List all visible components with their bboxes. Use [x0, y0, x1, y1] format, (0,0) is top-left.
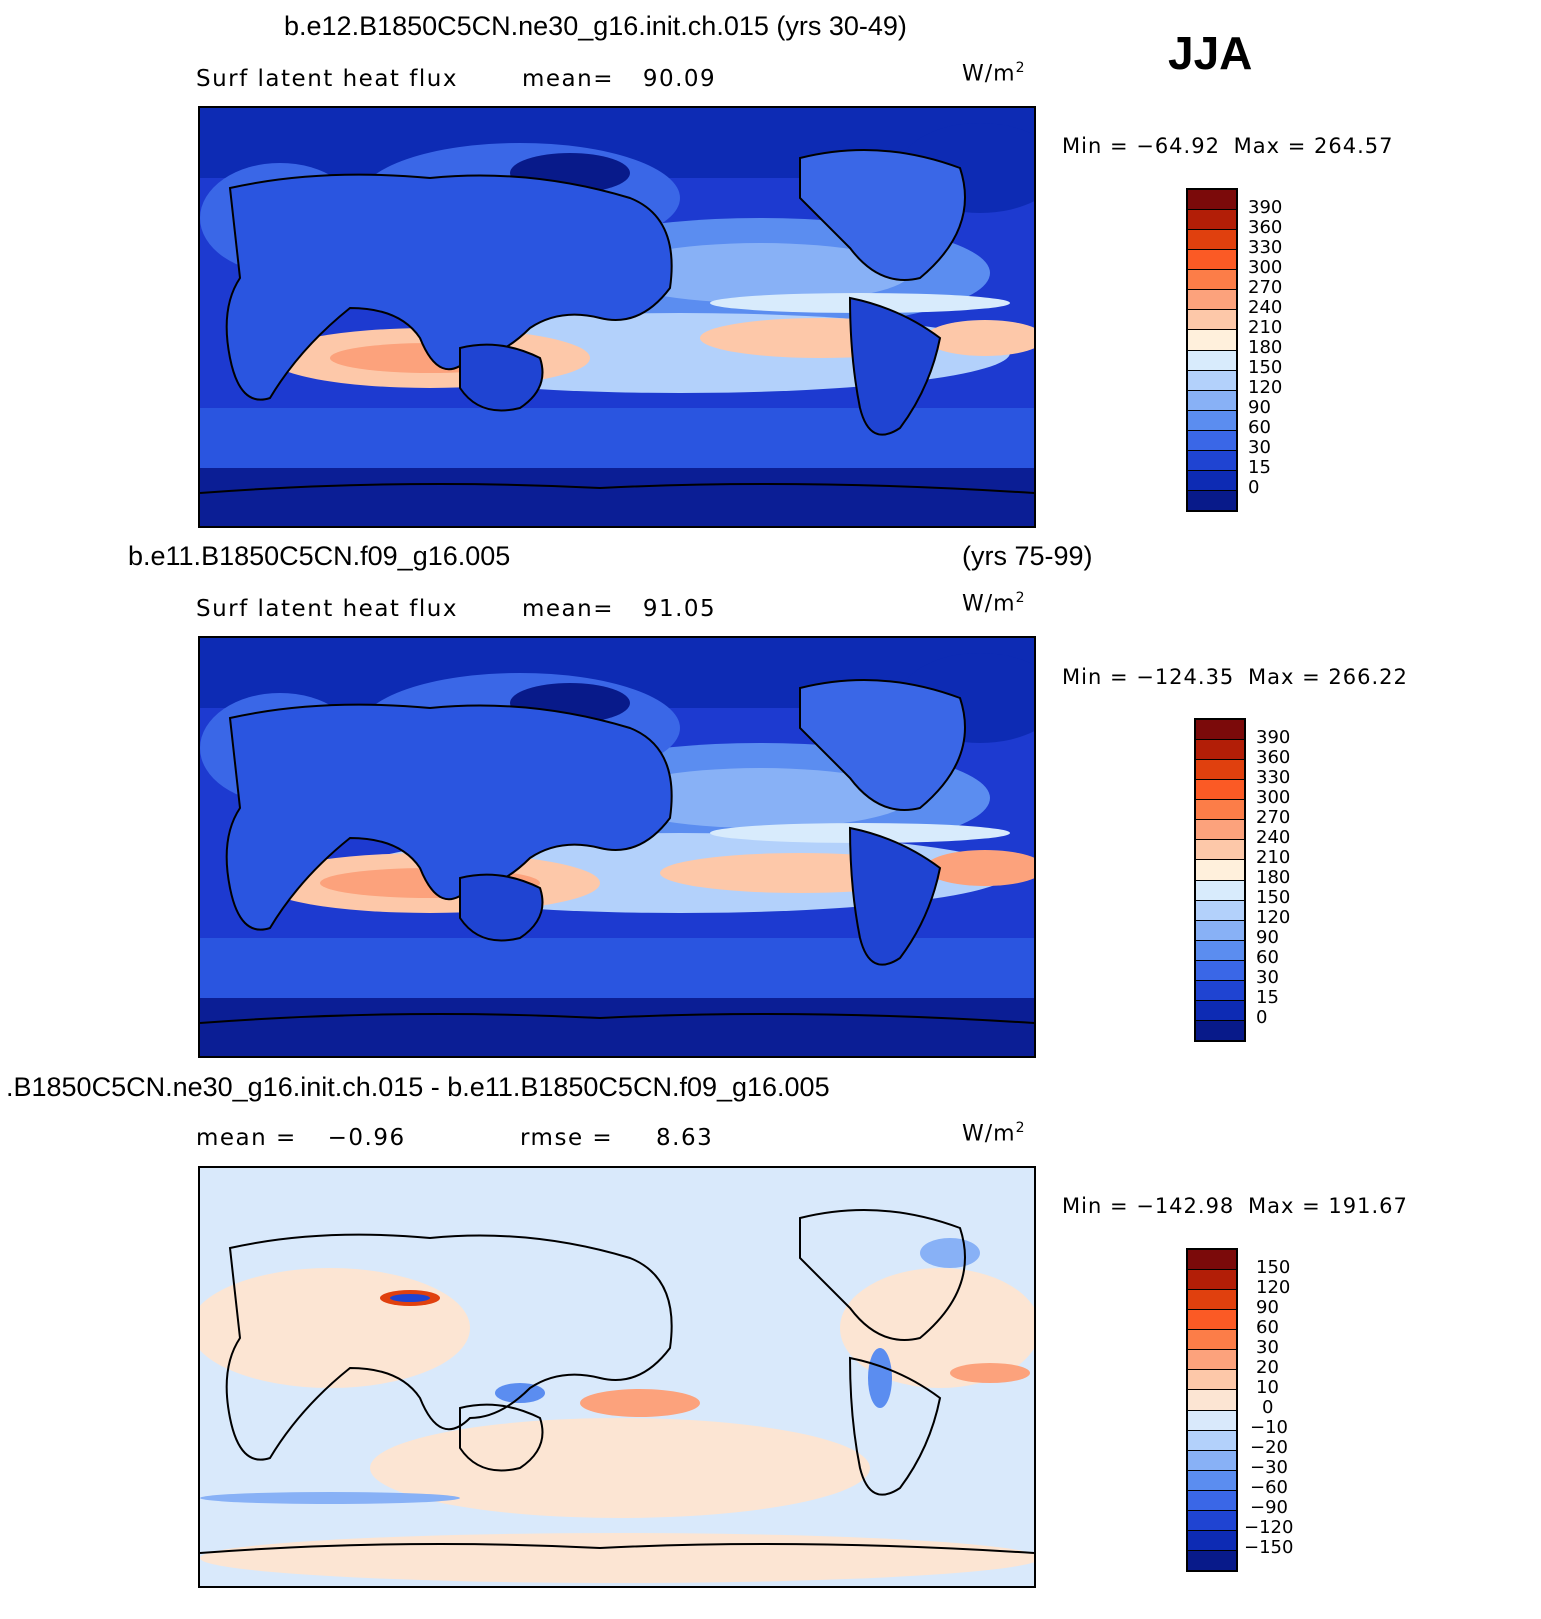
- panel3-tick: −120: [1244, 1517, 1294, 1538]
- panel3-min-value: −142.98: [1136, 1194, 1235, 1218]
- panel3-tick: −90: [1250, 1497, 1288, 1518]
- panel1-tick: 180: [1248, 337, 1283, 358]
- panel3-title: .B1850C5CN.ne30_g16.init.ch.015 - b.e11.…: [6, 1072, 830, 1102]
- panel3-mean-text: mean =: [196, 1125, 297, 1151]
- panel2-min-value: −124.35: [1136, 665, 1235, 689]
- panel2-min-label: Min: [1062, 665, 1103, 689]
- panel2-title: b.e11.B1850C5CN.f09_g16.005: [128, 541, 511, 571]
- panel3-minmax: Min = −142.98 Max = 191.67: [1062, 1194, 1408, 1218]
- panel1-tick: 300: [1248, 257, 1283, 278]
- panel2-variable-label: Surf latent heat flux: [196, 596, 458, 622]
- panel3-rmse-value: 8.63: [656, 1125, 714, 1151]
- panel1-variable-label: Surf latent heat flux: [196, 66, 458, 92]
- panel1-min-label: Min: [1062, 134, 1103, 158]
- panel3-max-value: 191.67: [1328, 1194, 1408, 1218]
- panel2-minmax: Min = −124.35 Max = 266.22: [1062, 665, 1408, 689]
- panel1-colorbar: [1186, 188, 1238, 512]
- panel3-tick: 150: [1256, 1257, 1291, 1278]
- panel3-rmse-label: rmse = 8.63: [520, 1125, 713, 1151]
- panel1-tick: 90: [1248, 397, 1271, 418]
- panel3-units: W/m2: [962, 1120, 1026, 1146]
- panel3-tick: 20: [1256, 1357, 1279, 1378]
- panel2-title-right: (yrs 75-99): [962, 541, 1093, 571]
- panel2-colorbar: [1194, 718, 1246, 1042]
- panel2-tick: 150: [1256, 887, 1291, 908]
- panel3-max-label: Max: [1247, 1194, 1295, 1218]
- panel2-map: [198, 636, 1036, 1058]
- panel3-tick: −150: [1244, 1537, 1294, 1558]
- panel1-tick: 30: [1248, 437, 1271, 458]
- panel2-mean-label: mean= 91.05: [522, 596, 716, 622]
- panel1-map: [198, 106, 1036, 528]
- panel2-mean-value: 91.05: [642, 596, 717, 622]
- panel1-tick: 390: [1248, 197, 1283, 218]
- panel2-tick: 0: [1256, 1007, 1268, 1028]
- panel1-mean-value: 90.09: [642, 66, 717, 92]
- panel1-max-label: Max: [1233, 134, 1281, 158]
- panel3-min-label: Min: [1062, 1194, 1103, 1218]
- panel3-tick: 120: [1256, 1277, 1291, 1298]
- panel2-units: W/m2: [962, 590, 1026, 616]
- panel1-tick: 150: [1248, 357, 1283, 378]
- panel3-tick: −30: [1250, 1457, 1288, 1478]
- panel3-map-svg: [200, 1168, 1034, 1586]
- panel3-colorbar: [1186, 1248, 1238, 1572]
- panel2-tick: 360: [1256, 747, 1291, 768]
- panel1-tick: 60: [1248, 417, 1271, 438]
- panel2-units-exp: 2: [1015, 590, 1026, 606]
- panel3-mean-label: mean = −0.96: [196, 1125, 406, 1151]
- panel2-tick: 240: [1256, 827, 1291, 848]
- panel3-rmse-text: rmse =: [520, 1125, 614, 1151]
- panel2-tick: 30: [1256, 967, 1279, 988]
- panel1-tick: 0: [1248, 477, 1260, 498]
- panel3-tick: 60: [1256, 1317, 1279, 1338]
- panel2-tick: 180: [1256, 867, 1291, 888]
- panel1-tick: 270: [1248, 277, 1283, 298]
- panel1-mean-label: mean= 90.09: [522, 66, 716, 92]
- panel2-max-label: Max: [1247, 665, 1295, 689]
- panel2-tick: 90: [1256, 927, 1279, 948]
- panel2-tick: 210: [1256, 847, 1291, 868]
- season-label: JJA: [1168, 27, 1253, 79]
- panel2-map-svg: [200, 638, 1034, 1056]
- panel1-title: b.e12.B1850C5CN.ne30_g16.init.ch.015 (yr…: [284, 11, 907, 41]
- panel1-units: W/m2: [962, 60, 1026, 86]
- panel1-max-value: 264.57: [1314, 134, 1394, 158]
- panel1-map-svg: [200, 108, 1034, 526]
- panel1-tick: 330: [1248, 237, 1283, 258]
- panel3-tick: −20: [1250, 1437, 1288, 1458]
- panel3-mean-value: −0.96: [327, 1125, 406, 1151]
- panel2-tick: 390: [1256, 727, 1291, 748]
- panel3-tick: 90: [1256, 1297, 1279, 1318]
- panel1-units-text: W/m: [962, 61, 1016, 87]
- panel1-mean-text: mean=: [522, 66, 614, 92]
- panel2-max-value: 266.22: [1328, 665, 1408, 689]
- panel2-mean-text: mean=: [522, 596, 614, 622]
- panel3-units-text: W/m: [962, 1121, 1016, 1147]
- panel2-units-text: W/m: [962, 591, 1016, 617]
- panel2-tick: 330: [1256, 767, 1291, 788]
- panel2-tick: 300: [1256, 787, 1291, 808]
- panel3-tick: 0: [1262, 1397, 1274, 1418]
- panel1-tick: 120: [1248, 377, 1283, 398]
- panel3-tick: −60: [1250, 1477, 1288, 1498]
- panel2-tick: 15: [1256, 987, 1279, 1008]
- panel3-tick: 30: [1256, 1337, 1279, 1358]
- panel1-minmax: Min = −64.92 Max = 264.57: [1062, 134, 1394, 158]
- panel3-tick: 10: [1256, 1377, 1279, 1398]
- panel2-tick: 270: [1256, 807, 1291, 828]
- panel2-tick: 60: [1256, 947, 1279, 968]
- panel1-min-value: −64.92: [1136, 134, 1220, 158]
- panel3-units-exp: 2: [1015, 1120, 1026, 1136]
- panel2-tick: 120: [1256, 907, 1291, 928]
- panel3-tick: −10: [1250, 1417, 1288, 1438]
- panel1-tick: 210: [1248, 317, 1283, 338]
- panel1-tick: 240: [1248, 297, 1283, 318]
- panel1-tick: 15: [1248, 457, 1271, 478]
- panel3-map: [198, 1166, 1036, 1588]
- panel1-units-exp: 2: [1015, 60, 1026, 76]
- panel1-tick: 360: [1248, 217, 1283, 238]
